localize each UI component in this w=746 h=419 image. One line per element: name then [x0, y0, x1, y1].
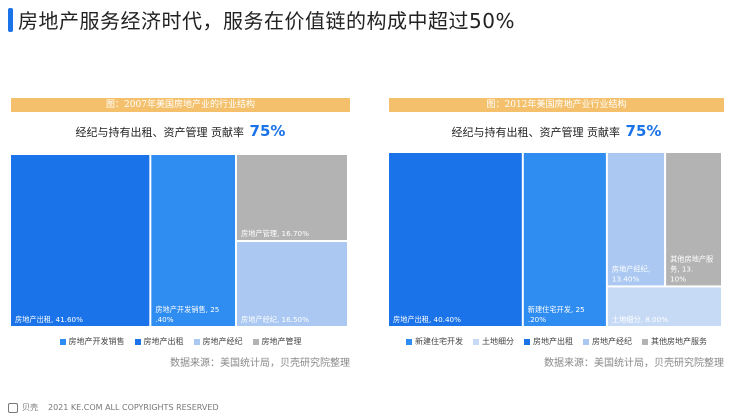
legend-item: 房地产出租	[524, 336, 573, 347]
legend-item: 房地产经纪	[193, 336, 243, 347]
treemap-label: .20%	[528, 315, 546, 324]
legend-swatch	[642, 338, 648, 345]
chart-subtitle: 经纪与持有出租、资产管理 贡献率 75%	[11, 122, 350, 140]
title-accent-bar	[8, 8, 13, 32]
treemap-cell: 房地产出租, 40.40%	[389, 153, 522, 326]
legend-swatch	[406, 338, 412, 345]
treemap-label: 房地产开发销售, 25	[155, 305, 219, 314]
subtitle-value: 75%	[249, 122, 286, 140]
legend-label: 房地产经纪	[592, 337, 632, 346]
treemap-rect	[523, 153, 606, 326]
legend-label: 房地产经纪	[202, 337, 243, 346]
legend-2007: 房地产开发销售 房地产出租 房地产经纪 房地产管理	[11, 336, 350, 347]
treemap-label: 13.40%	[612, 274, 640, 283]
treemap-cell: 新建住宅开发, 25.20%	[523, 153, 606, 326]
legend-label: 房地产出租	[533, 337, 573, 346]
chart-subtitle: 经纪与持有出租、资产管理 贡献率 75%	[389, 122, 724, 140]
footer: 贝壳 2021 KE.COM ALL COPYRIGHTS RESERVED	[8, 402, 219, 413]
legend-item: 房地产出租	[134, 336, 184, 347]
chart-panel-2007: 图：2007年美国房地产业的行业结构 经纪与持有出租、资产管理 贡献率 75% …	[11, 98, 350, 369]
treemap-label: 房地产管理, 16.70%	[241, 229, 309, 238]
legend-item: 新建住宅开发	[406, 336, 463, 347]
legend-swatch	[134, 338, 141, 345]
treemap-cell: 其他房地产服务, 13.10%	[666, 153, 721, 286]
chart-panel-2012: 图：2012年美国房地产业行业结构 经纪与持有出租、资产管理 贡献率 75% 房…	[389, 98, 724, 369]
legend-swatch	[473, 338, 479, 345]
treemap-cell: 房地产开发销售, 25.40%	[151, 155, 236, 326]
legend-item: 房地产管理	[252, 336, 302, 347]
treemap-rect	[11, 155, 150, 326]
subtitle-value: 75%	[625, 122, 662, 140]
treemap-rect	[607, 153, 665, 286]
subtitle-text: 经纪与持有出租、资产管理 贡献率	[75, 126, 245, 139]
treemap-rect	[237, 242, 347, 326]
legend-swatch	[193, 338, 200, 345]
treemap-cell: 房地产经纪, 16.50%	[237, 242, 347, 326]
treemap-cell: 房地产出租, 41.60%	[11, 155, 150, 326]
treemap-label: .40%	[155, 315, 173, 324]
legend-2012: 新建住宅开发 土地细分 房地产出租 房地产经纪 其他房地产服务	[389, 336, 724, 347]
legend-item: 房地产经纪	[583, 336, 632, 347]
chart-title: 图：2012年美国房地产业行业结构	[389, 98, 724, 112]
legend-item: 土地细分	[473, 336, 514, 347]
treemap-rect	[151, 155, 236, 326]
treemap-label: 房地产出租, 41.60%	[15, 315, 83, 324]
treemap-label: 土地细分, 8.00%	[612, 315, 668, 324]
treemap-rect	[237, 155, 347, 241]
treemap-label: 10%	[670, 274, 686, 283]
legend-swatch	[59, 338, 66, 345]
legend-swatch	[252, 338, 259, 345]
legend-swatch	[583, 338, 589, 345]
treemap-cell: 房地产经纪, 13.40%	[607, 153, 665, 286]
slide-title: 房地产服务经济时代，服务在价值链的构成中超过50%	[18, 9, 515, 33]
brand-logo-icon	[8, 402, 18, 413]
data-source: 数据来源：美国统计局，贝壳研究院整理	[544, 358, 724, 369]
treemap-cell: 房地产管理, 16.70%	[237, 155, 347, 241]
treemap-rect	[389, 153, 522, 326]
legend-label: 房地产开发销售	[68, 337, 125, 346]
legend-label: 房地产出租	[143, 337, 184, 346]
treemap-rect	[607, 287, 721, 326]
treemap-rect	[666, 153, 721, 286]
legend-label: 土地细分	[482, 337, 514, 346]
legend-label: 其他房地产服务	[651, 337, 707, 346]
footer-brand: 贝壳	[22, 403, 38, 412]
treemap-2007: 房地产出租, 41.60% 房地产开发销售, 25.40% 房地产管理, 16.70…	[11, 155, 347, 326]
legend-item: 房地产开发销售	[59, 336, 125, 347]
chart-title: 图：2007年美国房地产业的行业结构	[11, 98, 350, 112]
legend-label: 房地产管理	[261, 337, 302, 346]
treemap-cell: 土地细分, 8.00%	[607, 287, 721, 326]
data-source: 数据来源：美国统计局，贝壳研究院整理	[170, 358, 350, 369]
treemap-label: 房地产经纪,	[612, 264, 650, 273]
legend-swatch	[524, 338, 530, 345]
treemap-2012: 房地产出租, 40.40%新建住宅开发, 25.20%房地产经纪, 13.40%…	[389, 153, 721, 326]
treemap-label: 务, 13.	[670, 264, 693, 273]
treemap-label: 房地产出租, 40.40%	[393, 315, 461, 324]
treemap-label: 其他房地产服	[670, 254, 713, 263]
legend-label: 新建住宅开发	[415, 337, 463, 346]
footer-copyright: 2021 KE.COM ALL COPYRIGHTS RESERVED	[48, 403, 219, 412]
legend-item: 其他房地产服务	[642, 336, 707, 347]
treemap-label: 新建住宅开发, 25	[528, 305, 585, 314]
treemap-label: 房地产经纪, 16.50%	[241, 315, 309, 324]
subtitle-text: 经纪与持有出租、资产管理 贡献率	[451, 126, 621, 139]
